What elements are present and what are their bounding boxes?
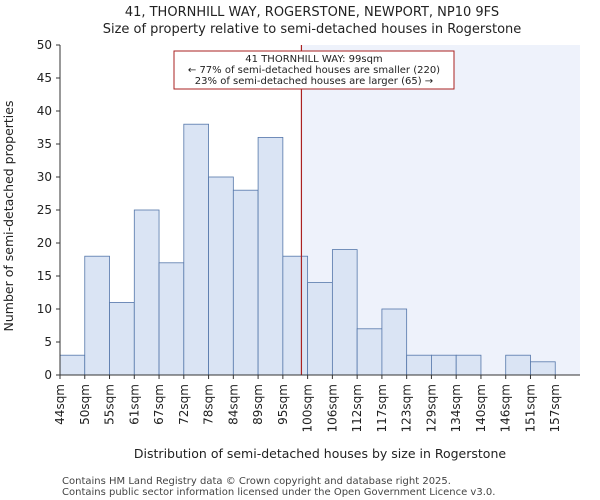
y-tick-label: 0 xyxy=(44,368,52,382)
bar-61sqm xyxy=(133,209,160,376)
x-tick-label: 67sqm xyxy=(152,384,166,425)
bar-134sqm xyxy=(455,354,482,376)
x-axis-label: Distribution of semi-detached houses by … xyxy=(134,446,506,461)
y-tick-label: 45 xyxy=(37,71,52,85)
x-tick-label: 123sqm xyxy=(400,384,414,432)
y-tick-label: 40 xyxy=(37,104,52,118)
x-tick-label: 146sqm xyxy=(499,384,513,432)
footer-line2: Contains public sector information licen… xyxy=(62,487,495,498)
y-tick-label: 50 xyxy=(37,38,52,52)
chart-title-line2: Size of property relative to semi-detach… xyxy=(103,22,522,37)
bar-50sqm xyxy=(84,255,110,376)
x-tick-label: 100sqm xyxy=(301,384,315,432)
x-tick-label: 151sqm xyxy=(523,384,537,432)
x-tick-label: 61sqm xyxy=(127,384,141,425)
y-tick-label: 30 xyxy=(37,170,52,184)
bar-112sqm xyxy=(356,328,383,376)
annotation-line1: 41 THORNHILL WAY: 99sqm xyxy=(245,54,382,65)
y-tick-label: 25 xyxy=(37,203,52,217)
y-tick-label: 20 xyxy=(37,236,52,250)
y-tick-label: 15 xyxy=(37,269,52,283)
x-tick-label: 140sqm xyxy=(474,384,488,432)
bar-67sqm xyxy=(158,262,185,376)
bar-89sqm xyxy=(257,136,284,376)
chart-title-line1: 41, THORNHILL WAY, ROGERSTONE, NEWPORT, … xyxy=(125,5,499,20)
annotation-line3: 23% of semi-detached houses are larger (… xyxy=(195,76,433,87)
annotation-line2: ← 77% of semi-detached houses are smalle… xyxy=(188,65,440,76)
y-tick-label: 10 xyxy=(37,302,52,316)
x-tick-label: 95sqm xyxy=(276,384,290,425)
x-tick-label: 84sqm xyxy=(226,384,240,425)
x-tick-label: 55sqm xyxy=(103,384,117,425)
x-tick-label: 44sqm xyxy=(53,384,67,425)
bars xyxy=(59,123,556,376)
x-tick-label: 106sqm xyxy=(325,384,339,432)
x-tick-label: 117sqm xyxy=(375,384,389,432)
bar-55sqm xyxy=(109,301,135,376)
x-tick-label: 134sqm xyxy=(449,384,463,432)
x-ticks: 44sqm 50sqm 55sqm 61sqm 67sqm 72sqm 78sqm 84sqm… xyxy=(53,375,562,432)
bar-123sqm xyxy=(406,354,432,376)
bar-151sqm xyxy=(530,361,556,376)
x-tick-label: 78sqm xyxy=(202,384,216,425)
y-axis-label: Number of semi-detached properties xyxy=(1,101,16,332)
x-tick-label: 50sqm xyxy=(78,384,92,425)
bar-44sqm xyxy=(59,354,86,376)
y-tick-label: 35 xyxy=(37,137,52,151)
x-tick-label: 112sqm xyxy=(350,384,364,432)
bar-117sqm xyxy=(381,308,408,376)
y-ticks: 0 5 10 15 20 25 30 35 40 45 50 xyxy=(37,38,60,382)
bar-95sqm xyxy=(282,255,309,376)
bar-146sqm xyxy=(505,354,531,376)
x-tick-label: 157sqm xyxy=(548,384,562,432)
bar-106sqm xyxy=(331,249,358,376)
bar-84sqm xyxy=(232,189,259,376)
bar-72sqm xyxy=(183,123,209,376)
x-tick-label: 89sqm xyxy=(251,384,265,425)
bar-129sqm xyxy=(431,354,457,376)
x-tick-label: 72sqm xyxy=(177,384,191,425)
x-tick-label: 129sqm xyxy=(424,384,438,432)
y-tick-label: 5 xyxy=(44,335,52,349)
annotation-box xyxy=(173,50,455,90)
footer-line1: Contains HM Land Registry data © Crown c… xyxy=(62,476,451,487)
bar-78sqm xyxy=(208,176,234,376)
bar-100sqm xyxy=(307,282,333,376)
